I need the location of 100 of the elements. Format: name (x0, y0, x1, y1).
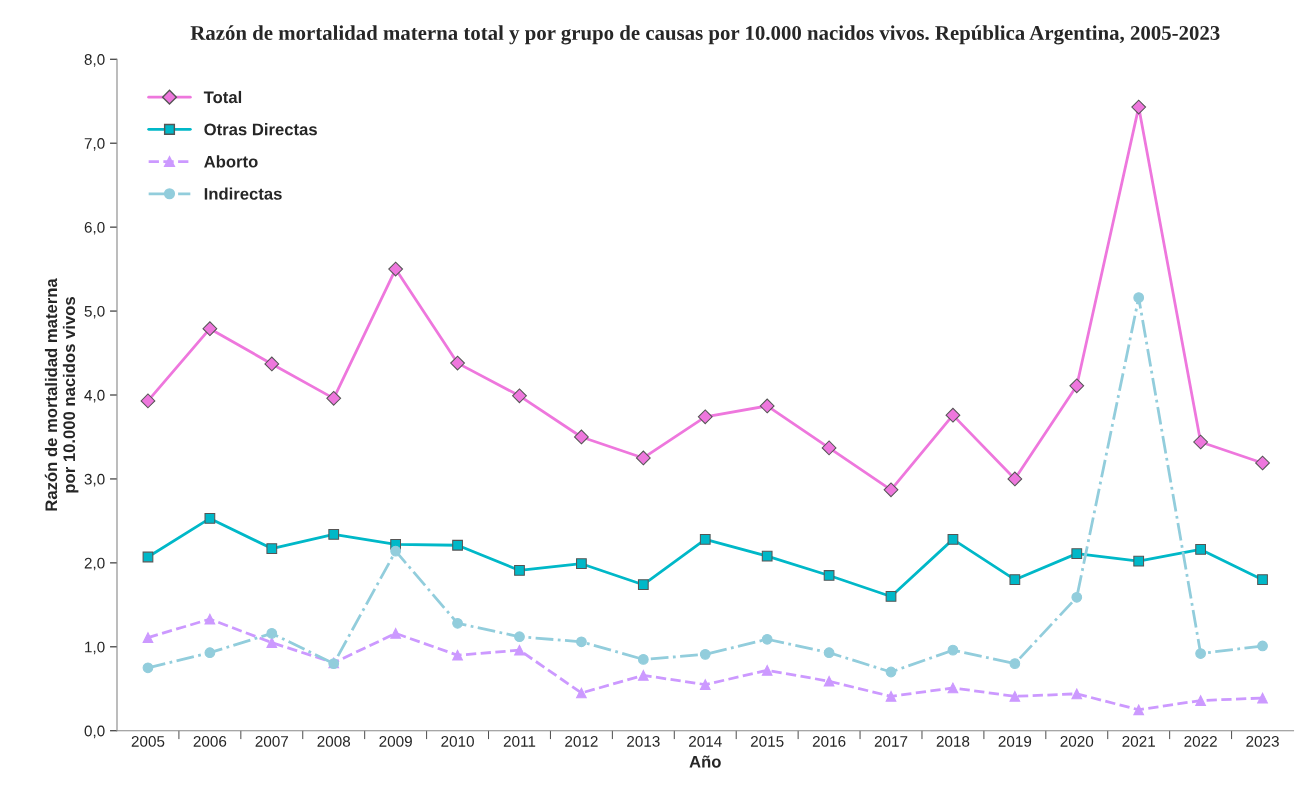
y-tick-label: 5,0 (84, 305, 105, 319)
point (390, 545, 402, 557)
point (1255, 455, 1270, 471)
point (390, 628, 402, 639)
x-tick-label: 2011 (503, 736, 536, 747)
point (1071, 688, 1083, 700)
point (452, 617, 463, 629)
point (699, 533, 711, 545)
point (576, 636, 587, 648)
point (202, 321, 218, 337)
x-tick-label: 2013 (627, 736, 660, 747)
x-tick-label: 2009 (379, 736, 412, 747)
point (264, 356, 280, 372)
point (388, 261, 404, 277)
point (635, 450, 651, 466)
point (266, 543, 278, 554)
point (699, 679, 711, 690)
point (883, 482, 899, 498)
x-tick-label: 2018 (936, 736, 970, 747)
point (885, 690, 897, 702)
point (1009, 574, 1021, 586)
point (1131, 99, 1147, 115)
x-tick-label: 2015 (750, 736, 784, 747)
point (452, 539, 463, 551)
point (1257, 640, 1268, 652)
legend-label: Aborto (204, 155, 258, 168)
x-tick-label: 2016 (812, 736, 846, 747)
point (1133, 555, 1145, 567)
point (637, 669, 649, 681)
point (761, 550, 773, 562)
chart-title: Razón de mortalidad materna total y por grupo de causas por 10.000 nacidos vivos. República Argentina, 2005-2023 (190, 25, 1220, 45)
x-tick-label: 2005 (131, 736, 165, 747)
point (204, 613, 216, 625)
legend-label: Otras Directas (204, 123, 317, 136)
point (759, 398, 775, 414)
y-tick-label: 2,0 (84, 557, 105, 571)
point (823, 647, 835, 659)
point (1007, 471, 1023, 487)
legend-label: Indirectas (204, 187, 282, 200)
x-tick-label: 2022 (1184, 736, 1217, 747)
point (512, 388, 527, 404)
point (266, 628, 278, 639)
point (142, 662, 154, 674)
point (576, 687, 587, 699)
point (1071, 591, 1083, 603)
x-tick-label: 2006 (193, 736, 227, 747)
point (514, 631, 525, 643)
point (1133, 292, 1145, 304)
x-tick-label: 2014 (689, 736, 722, 747)
point (574, 429, 589, 445)
point (947, 682, 959, 694)
point (1071, 548, 1083, 560)
point (266, 637, 278, 648)
point (637, 654, 649, 665)
x-tick-label: 2008 (317, 736, 351, 747)
point (514, 644, 525, 656)
point (823, 675, 835, 687)
point (1195, 695, 1206, 706)
x-tick-label: 2020 (1060, 736, 1094, 747)
point (1069, 378, 1085, 394)
point (1193, 434, 1209, 450)
point (328, 528, 340, 540)
point (947, 533, 959, 545)
point (761, 633, 773, 645)
point (823, 570, 835, 581)
y-tick-label: 3,0 (84, 473, 105, 487)
point (450, 355, 465, 371)
x-tick-label: 2007 (255, 736, 289, 747)
x-axis-title: Año (689, 755, 721, 768)
point (452, 649, 463, 661)
y-tick-label: 8,0 (84, 54, 105, 67)
point (204, 513, 216, 524)
y-tick-label: 1,0 (85, 641, 105, 655)
point (1195, 648, 1206, 659)
point (821, 440, 837, 456)
x-tick-label: 2023 (1246, 736, 1279, 747)
point (699, 648, 711, 660)
x-tick-label: 2017 (874, 736, 908, 747)
point (576, 558, 587, 570)
point (140, 393, 156, 409)
point (142, 632, 154, 643)
x-tick-label: 2021 (1122, 736, 1155, 747)
point (1009, 690, 1021, 702)
point (637, 579, 649, 591)
x-tick-label: 2019 (998, 736, 1032, 747)
x-tick-label: 2012 (565, 736, 598, 747)
point (1257, 574, 1268, 586)
point (326, 390, 342, 406)
point (1133, 704, 1145, 716)
point (1009, 658, 1021, 669)
y-tick-label: 7,0 (84, 138, 105, 151)
point (885, 591, 897, 602)
y-axis-title: Razón de mortalidad materna por 10.000 nacidos vivos (44, 278, 79, 511)
y-tick-label: 4,0 (84, 389, 105, 403)
point (761, 664, 773, 676)
y-tick-label: 6,0 (84, 221, 105, 235)
point (885, 666, 897, 678)
point (947, 644, 959, 656)
point (204, 647, 216, 659)
point (945, 407, 961, 423)
